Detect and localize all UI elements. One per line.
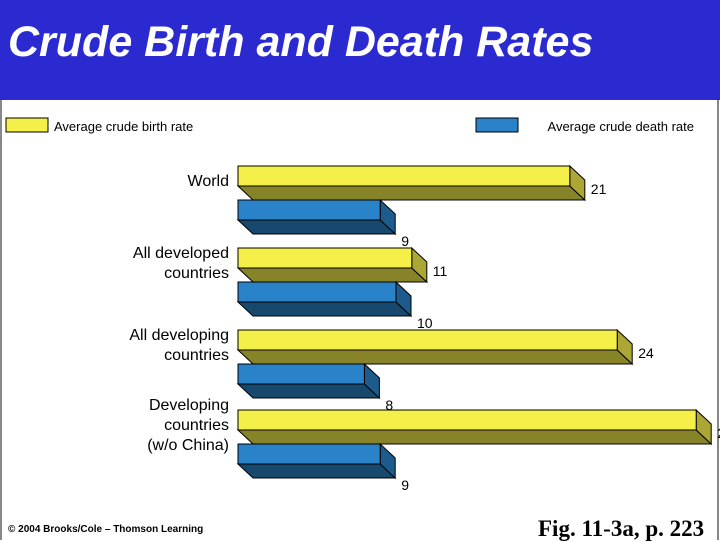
bar-1-1: [236, 280, 413, 318]
category-label-2-1: countries: [164, 347, 229, 364]
legend-swatch-0: [5, 117, 49, 133]
category-label-3-1: countries: [164, 417, 229, 434]
page-title: Crude Birth and Death Rates: [8, 18, 594, 66]
category-label-3-2: (w/o China): [147, 437, 229, 454]
category-label-3-0: Developing: [149, 397, 229, 414]
bar-1-3: [236, 442, 397, 480]
bar-0-3: [236, 408, 713, 446]
bar-value-label-0-0: 21: [591, 181, 607, 197]
category-label-0-0: World: [188, 173, 230, 190]
bar-value-label-1-1: 10: [417, 315, 433, 331]
title-bar: Crude Birth and Death Rates: [0, 0, 720, 100]
bar-0-0: [236, 164, 587, 202]
category-label-1-0: All developed: [133, 245, 229, 262]
bar-value-label-0-1: 11: [433, 263, 448, 279]
bars: 21 9 11 10 24 8 29 9: [236, 164, 720, 493]
legend-label-1: Average crude death rate: [548, 119, 694, 134]
bar-0-2: [236, 328, 634, 366]
bar-value-label-0-2: 24: [638, 345, 654, 361]
bar-1-0: [236, 198, 397, 236]
legend-label-0: Average crude birth rate: [54, 119, 193, 134]
legend: Average crude birth rate Average crude de…: [5, 117, 694, 134]
bar-value-label-0-3: 29: [717, 425, 720, 441]
category-label-2-0: All developing: [129, 327, 229, 344]
figure-reference: Fig. 11-3a, p. 223: [538, 516, 705, 541]
bar-value-label-1-0: 9: [401, 233, 409, 249]
bar-0-1: [236, 246, 429, 284]
bar-value-label-1-2: 8: [385, 397, 393, 413]
bar-value-label-1-3: 9: [401, 477, 409, 493]
category-label-1-1: countries: [164, 265, 229, 282]
bar-1-2: [236, 362, 381, 400]
legend-swatch-1: [475, 117, 519, 133]
category-labels: World All developed countries All developin…: [129, 173, 229, 454]
copyright-note: © 2004 Brooks/Cole – Thomson Learning: [8, 524, 204, 535]
